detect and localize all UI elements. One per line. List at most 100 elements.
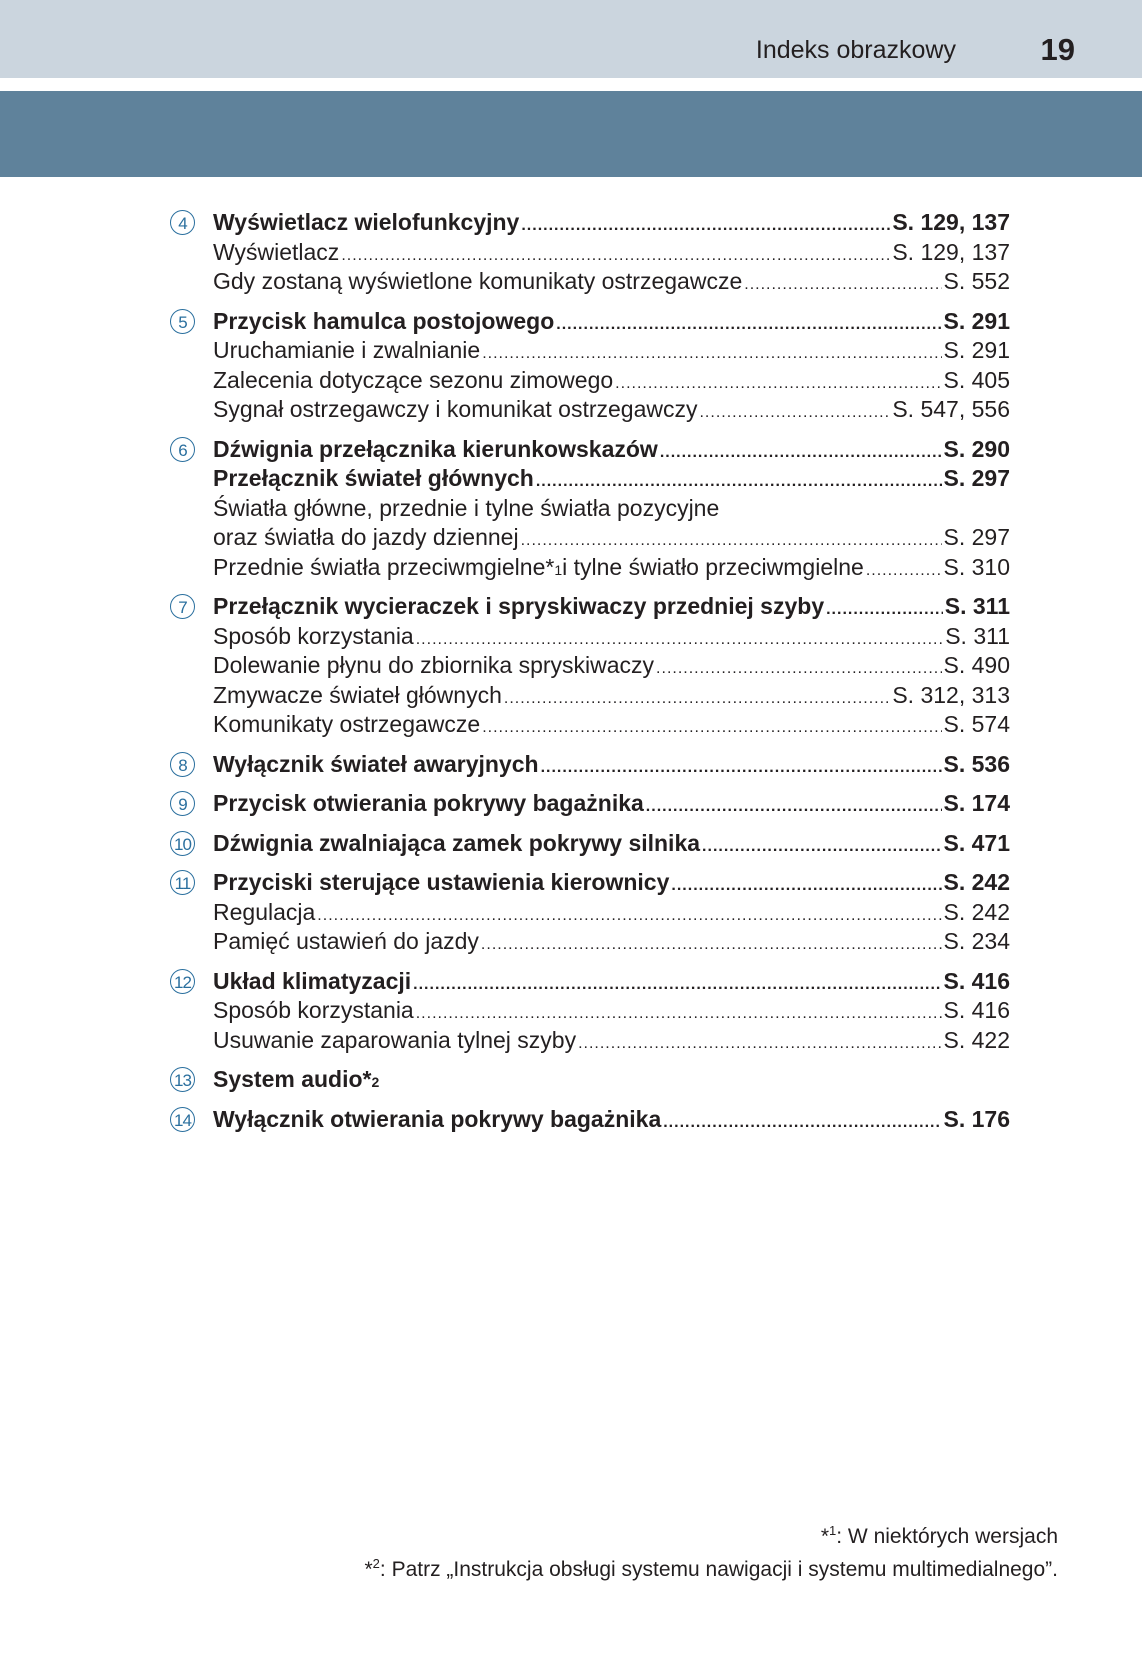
circled-number-6: 6 bbox=[170, 436, 195, 462]
circled-number-12: 12 bbox=[170, 968, 195, 994]
page-reference: S. 174 bbox=[943, 790, 1011, 816]
index-entry: Układ klimatyzacji S. 416 bbox=[213, 967, 1010, 997]
footnote-number: 1 bbox=[829, 1523, 837, 1538]
entry-text: Wyłącznik świateł awaryjnych bbox=[213, 750, 539, 777]
dot-leader bbox=[521, 211, 890, 241]
circled-number-14: 14 bbox=[170, 1106, 195, 1132]
circled-number-11: 11 bbox=[170, 870, 195, 895]
dot-leader bbox=[413, 970, 941, 1000]
dot-leader bbox=[744, 270, 941, 300]
circled-number-7: 7 bbox=[170, 594, 195, 619]
dot-leader bbox=[416, 625, 943, 655]
index-group: 9 Przycisk otwierania pokrywy bagażnika S.… bbox=[170, 789, 1010, 819]
index-entry: Gdy zostaną wyświetlone komunikaty ostrz… bbox=[213, 267, 1010, 297]
index-entry: Przełącznik wycieraczek i spryskiwaczy p… bbox=[213, 592, 1010, 622]
entry-text: Dźwignia zwalniająca zamek pokrywy silni… bbox=[213, 829, 701, 856]
dot-leader bbox=[482, 339, 941, 369]
dot-leader bbox=[482, 713, 941, 743]
dot-leader bbox=[341, 241, 890, 271]
entry-text: oraz światła do jazdy dziennej bbox=[213, 524, 519, 550]
section-title: Indeks obrazkowy bbox=[755, 36, 956, 64]
entry-text: Usuwanie zaparowania tylnej szyby bbox=[213, 1026, 577, 1053]
footnote-text: : Patrz „Instrukcja obsługi systemu nawi… bbox=[379, 1558, 1058, 1581]
page-reference: S. 291 bbox=[943, 337, 1011, 363]
page-reference: S. 290 bbox=[943, 435, 1011, 462]
index-entry: Przycisk otwierania pokrywy bagażnika S. … bbox=[213, 789, 1010, 819]
dot-leader bbox=[646, 792, 942, 822]
index-entry: Uruchamianie i zwalnianie S. 291 bbox=[213, 336, 1010, 366]
dot-leader bbox=[671, 871, 941, 901]
page-reference: S. 297 bbox=[943, 524, 1011, 550]
index-group: 10 Dźwignia zwalniająca zamek pokrywy sil… bbox=[170, 829, 1010, 859]
index-entry: Zalecenia dotyczące sezonu zimowego S. 40… bbox=[213, 366, 1010, 396]
section-banner bbox=[0, 91, 1142, 177]
page-reference: S. 490 bbox=[943, 652, 1011, 678]
entry-text: Przyciski sterujące ustawienia kierownic… bbox=[213, 869, 670, 895]
page-reference: S. 129, 137 bbox=[892, 238, 1010, 265]
index-entry: Sposób korzystania S. 416 bbox=[213, 996, 1010, 1026]
dot-leader bbox=[521, 526, 942, 556]
page-reference: S. 242 bbox=[943, 898, 1011, 925]
dot-leader bbox=[615, 369, 941, 399]
index-entry: Wyłącznik otwierania pokrywy bagażnika S.… bbox=[213, 1105, 1010, 1135]
index-entry: Przyciski sterujące ustawienia kierownic… bbox=[213, 868, 1010, 898]
index-entry: Wyświetlacz S. 129, 137 bbox=[213, 238, 1010, 268]
dot-leader bbox=[556, 310, 941, 340]
dot-leader bbox=[660, 438, 942, 468]
entry-text: Wyłącznik otwierania pokrywy bagażnika bbox=[213, 1105, 662, 1132]
entry-text: Przełącznik wycieraczek i spryskiwaczy p… bbox=[213, 593, 825, 619]
page-reference: S. 311 bbox=[944, 593, 1010, 619]
entry-text: Światła główne, przednie i tylne światła… bbox=[213, 494, 720, 521]
entry-text: System audio* bbox=[213, 1066, 372, 1092]
entry-text: Sposób korzystania bbox=[213, 622, 414, 649]
index-group: 14 Wyłącznik otwierania pokrywy bagażnika… bbox=[170, 1105, 1010, 1135]
page-reference: S. 416 bbox=[943, 967, 1011, 994]
page-reference: S. 422 bbox=[943, 1026, 1011, 1053]
dot-leader bbox=[578, 1029, 941, 1059]
page-reference: S. 405 bbox=[943, 366, 1011, 393]
page-reference: S. 234 bbox=[943, 928, 1011, 954]
index-group: 13 System audio* 2 bbox=[170, 1065, 1010, 1095]
dot-leader bbox=[656, 654, 941, 684]
footnotes: *1: W niektórych wersjach *2: Patrz „Inst… bbox=[364, 1520, 1058, 1586]
index-entry: Dolewanie płynu do zbiornika spryskiwacz… bbox=[213, 651, 1010, 681]
header-band bbox=[0, 0, 1142, 78]
dot-leader bbox=[866, 556, 942, 586]
page-reference: S. 547, 556 bbox=[892, 396, 1010, 422]
index-entry: Wyświetlacz wielofunkcyjny S. 129, 137 bbox=[213, 208, 1010, 238]
entry-text: Pamięć ustawień do jazdy bbox=[213, 928, 479, 954]
circled-number-8: 8 bbox=[170, 751, 195, 777]
entry-text: Sposób korzystania bbox=[213, 997, 414, 1023]
entry-text: Wyświetlacz wielofunkcyjny bbox=[213, 209, 520, 235]
page-reference: S. 536 bbox=[943, 750, 1011, 777]
entry-text: Uruchamianie i zwalnianie bbox=[213, 337, 481, 363]
index-entry: Dźwignia przełącznika kierunkowskazów S. … bbox=[213, 435, 1010, 465]
footnote-asterisk: * bbox=[820, 1525, 830, 1548]
page-reference: S. 416 bbox=[943, 997, 1011, 1023]
circled-number-13: 13 bbox=[170, 1067, 195, 1092]
dot-leader bbox=[317, 901, 941, 931]
index-group: 7 Przełącznik wycieraczek i spryskiwaczy … bbox=[170, 592, 1010, 740]
dot-leader bbox=[541, 753, 942, 783]
entry-text: Wyświetlacz bbox=[213, 238, 340, 265]
index-entry: Światła główne, przednie i tylne światła… bbox=[213, 494, 1010, 524]
index-entry: Sposób korzystania S. 311 bbox=[213, 622, 1010, 652]
entry-text: Dźwignia przełącznika kierunkowskazów bbox=[213, 435, 658, 462]
footnote-number: 2 bbox=[372, 1556, 380, 1571]
index-entry: Zmywacze świateł głównych S. 312, 313 bbox=[213, 681, 1010, 711]
circled-number-9: 9 bbox=[170, 791, 195, 816]
dot-leader bbox=[481, 930, 942, 960]
index-group: 11 Przyciski sterujące ustawienia kierown… bbox=[170, 868, 1010, 957]
page-reference: S. 129, 137 bbox=[892, 209, 1010, 235]
dot-leader bbox=[702, 832, 941, 862]
index-entry: Pamięć ustawień do jazdy S. 234 bbox=[213, 927, 1010, 957]
dot-leader bbox=[663, 1108, 941, 1138]
entry-text: Komunikaty ostrzegawcze bbox=[213, 711, 481, 737]
page-reference: S. 471 bbox=[943, 829, 1011, 856]
page-reference: S. 310 bbox=[943, 553, 1011, 580]
dot-leader bbox=[504, 684, 890, 714]
entry-text: Sygnał ostrzegawczy i komunikat ostrzega… bbox=[213, 396, 698, 422]
